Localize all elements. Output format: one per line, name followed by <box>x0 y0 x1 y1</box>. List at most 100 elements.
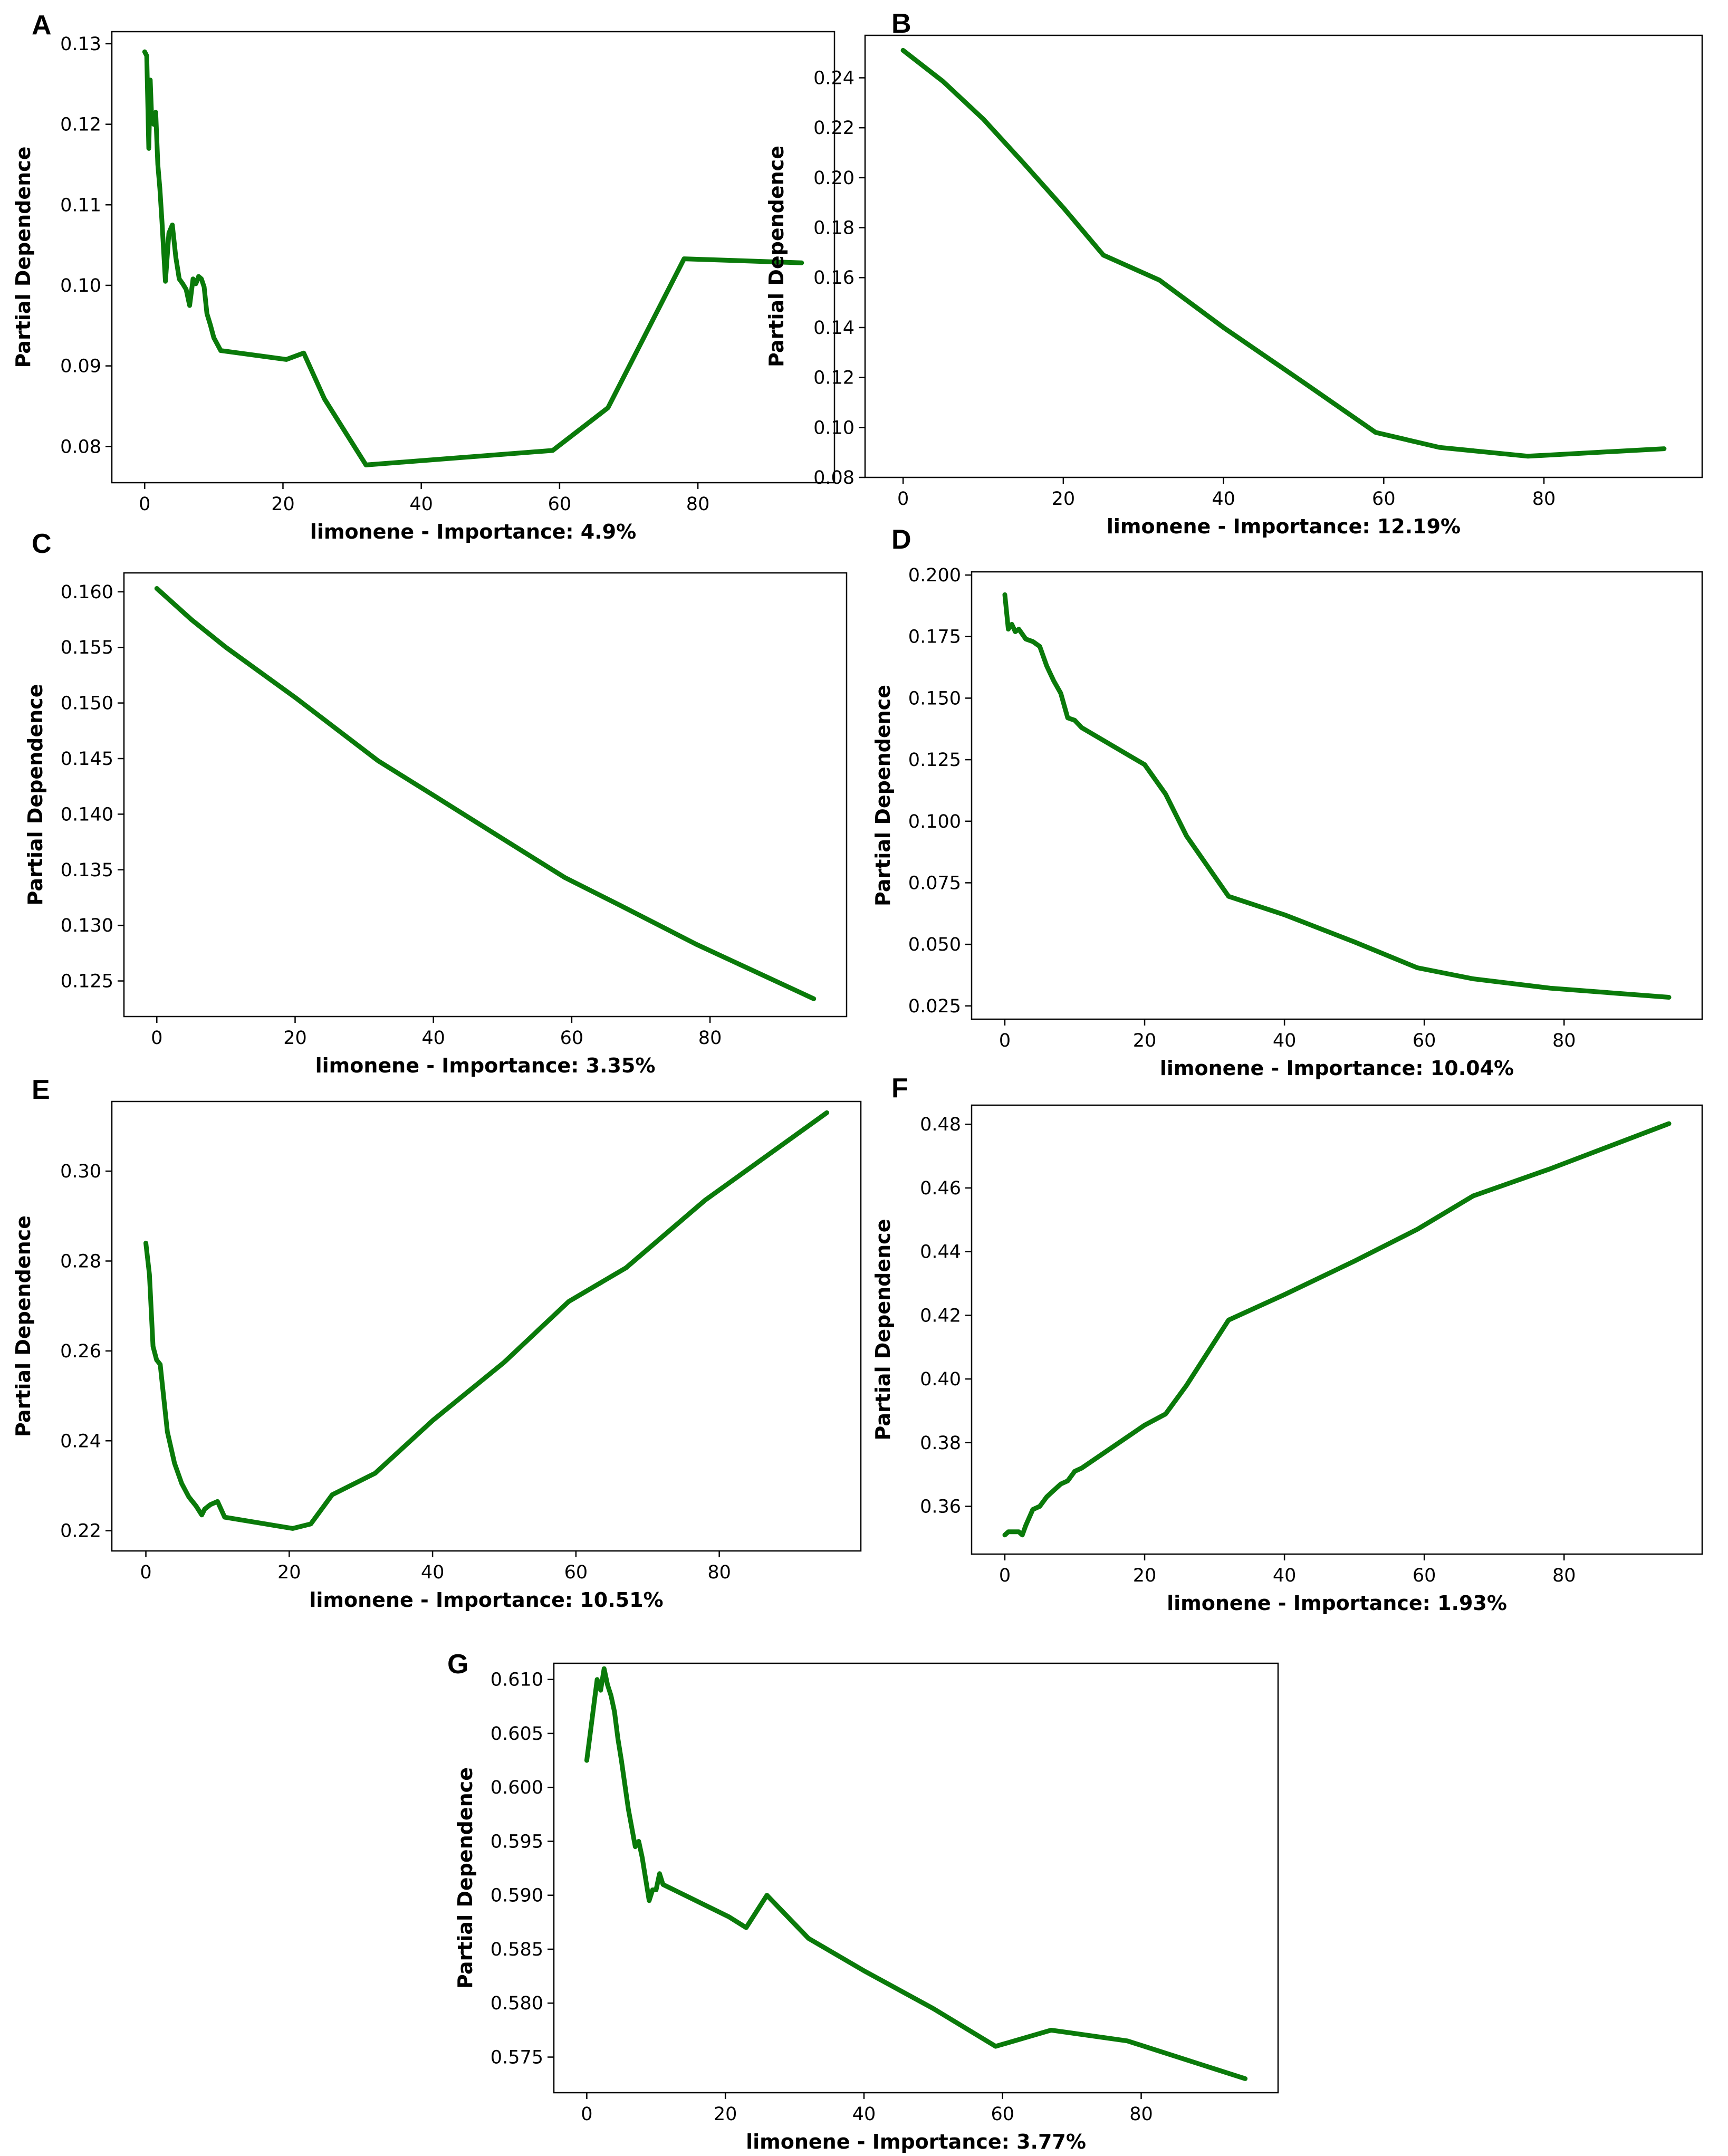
x-tick-label: 80 <box>707 1562 731 1583</box>
plot-frame <box>864 34 1703 478</box>
x-tick-label: 20 <box>1133 1030 1157 1051</box>
x-tick-label: 20 <box>1133 1565 1157 1586</box>
y-axis-label: Partial Dependence <box>454 1767 477 1989</box>
panel-a: A 0 20 40 60 80 0.08 0.09 0.10 0.11 0.12 0.13 limone… <box>12 10 836 543</box>
x-tick-label: 80 <box>1129 2104 1153 2125</box>
x-tick-label: 80 <box>698 1028 722 1049</box>
plot-frame <box>971 1104 1703 1555</box>
x-tick-label: 80 <box>1552 1565 1576 1586</box>
plot-frame <box>553 1662 1279 2094</box>
y-tick-label: 0.125 <box>908 750 961 771</box>
x-tick-label: 40 <box>409 494 433 515</box>
x-tick-label: 0 <box>897 488 909 510</box>
panel-letter: B <box>891 8 911 39</box>
y-tick-label: 0.135 <box>61 860 113 881</box>
x-tick-label: 60 <box>1413 1030 1436 1051</box>
panel-g: G 0 20 40 60 80 0.575 0.580 0.585 0.590 0.595 0.600… <box>447 1649 1279 2153</box>
y-tick-label: 0.11 <box>60 195 101 216</box>
x-axis-label: limonene - Importance: 3.77% <box>746 2130 1086 2153</box>
y-axis-label: Partial Dependence <box>24 684 47 906</box>
x-axis-label: limonene - Importance: 1.93% <box>1167 1592 1507 1615</box>
panel-b: B 0 20 40 60 80 0.08 0.10 0.12 0.14 0.16 0.18 0.20 0.… <box>765 8 1703 538</box>
y-tick-label: 0.22 <box>813 118 855 139</box>
x-tick-label: 80 <box>1532 488 1556 510</box>
panel-c: C 0 20 40 60 80 0.125 0.130 0.135 0.140 0.145 0.150… <box>24 529 848 1077</box>
plot-frame <box>971 571 1703 1020</box>
series-line <box>143 1110 829 1531</box>
y-tick-label: 0.075 <box>908 873 961 894</box>
y-tick-label: 0.595 <box>491 1831 543 1852</box>
y-tick-label: 0.42 <box>920 1305 961 1326</box>
x-tick-label: 60 <box>560 1028 584 1049</box>
y-axis-label: Partial Dependence <box>765 146 788 367</box>
y-tick-label: 0.26 <box>60 1341 101 1362</box>
y-tick-label: 0.160 <box>61 582 113 603</box>
x-tick-label: 60 <box>564 1562 588 1583</box>
y-tick-label: 0.100 <box>908 811 961 832</box>
y-tick-label: 0.24 <box>813 68 855 89</box>
y-tick-label: 0.08 <box>813 467 855 488</box>
y-axis-label: Partial Dependence <box>12 147 35 368</box>
panel-letter: G <box>447 1649 468 1680</box>
y-tick-label: 0.20 <box>813 168 855 189</box>
panel-letter: F <box>891 1073 908 1104</box>
x-axis-label: limonene - Importance: 10.04% <box>1160 1057 1514 1080</box>
panel-d: D 0 20 40 60 80 0.025 0.050 0.075 0.100 0.125 0.150… <box>871 524 1703 1080</box>
y-tick-label: 0.130 <box>61 915 113 936</box>
series-line <box>154 586 817 1001</box>
x-tick-label: 20 <box>277 1562 301 1583</box>
y-tick-label: 0.590 <box>491 1885 543 1906</box>
series-line <box>142 49 804 467</box>
x-tick-label: 60 <box>991 2104 1014 2125</box>
x-tick-label: 60 <box>1372 488 1396 510</box>
y-tick-label: 0.575 <box>491 2047 543 2068</box>
y-tick-label: 0.155 <box>61 637 113 658</box>
y-tick-label: 0.150 <box>61 693 113 714</box>
y-tick-label: 0.12 <box>813 368 855 389</box>
series-line <box>1002 592 1672 1000</box>
plot-frame <box>111 1100 862 1552</box>
x-axis-label: limonene - Importance: 3.35% <box>315 1054 656 1077</box>
y-axis-label: Partial Dependence <box>12 1215 35 1437</box>
y-tick-label: 0.585 <box>491 1939 543 1960</box>
y-tick-label: 0.12 <box>60 114 101 136</box>
x-tick-label: 20 <box>1052 488 1076 510</box>
x-tick-label: 40 <box>421 1028 445 1049</box>
y-tick-label: 0.610 <box>491 1670 543 1691</box>
x-tick-label: 80 <box>1552 1030 1576 1051</box>
y-tick-label: 0.200 <box>908 565 961 586</box>
x-tick-label: 0 <box>999 1030 1011 1051</box>
y-axis-label: Partial Dependence <box>871 1219 895 1441</box>
y-tick-label: 0.18 <box>813 218 855 239</box>
panel-f: F 0 20 40 60 80 0.36 0.38 0.40 0.42 0.44 0.46 0.48 li… <box>871 1073 1703 1615</box>
x-axis-label: limonene - Importance: 12.19% <box>1107 515 1461 538</box>
y-tick-label: 0.48 <box>920 1114 961 1135</box>
x-tick-label: 40 <box>1273 1565 1297 1586</box>
x-axis-label: limonene - Importance: 10.51% <box>309 1588 663 1612</box>
y-tick-label: 0.10 <box>60 275 101 296</box>
panel-e: E 0 20 40 60 80 0.22 0.24 0.26 0.28 0.30 limonene -… <box>12 1075 862 1612</box>
y-tick-label: 0.10 <box>813 417 855 438</box>
y-tick-label: 0.175 <box>908 627 961 648</box>
y-tick-label: 0.125 <box>61 971 113 992</box>
y-tick-label: 0.150 <box>908 688 961 709</box>
x-tick-label: 60 <box>548 494 572 515</box>
y-tick-label: 0.24 <box>60 1431 101 1452</box>
x-tick-label: 0 <box>139 494 150 515</box>
x-tick-label: 40 <box>1273 1030 1297 1051</box>
y-tick-label: 0.30 <box>60 1161 101 1182</box>
y-tick-label: 0.140 <box>61 804 113 825</box>
x-axis-label: limonene - Importance: 4.9% <box>310 520 636 543</box>
y-tick-label: 0.08 <box>60 436 101 457</box>
panel-letter: A <box>32 10 52 41</box>
y-tick-label: 0.13 <box>60 34 101 55</box>
y-tick-label: 0.36 <box>920 1496 961 1517</box>
x-tick-label: 40 <box>421 1562 445 1583</box>
x-tick-label: 40 <box>852 2104 876 2125</box>
x-tick-label: 80 <box>686 494 710 515</box>
y-tick-label: 0.09 <box>60 356 101 377</box>
x-tick-label: 40 <box>1212 488 1235 510</box>
y-tick-label: 0.145 <box>61 749 113 770</box>
y-tick-label: 0.38 <box>920 1433 961 1454</box>
